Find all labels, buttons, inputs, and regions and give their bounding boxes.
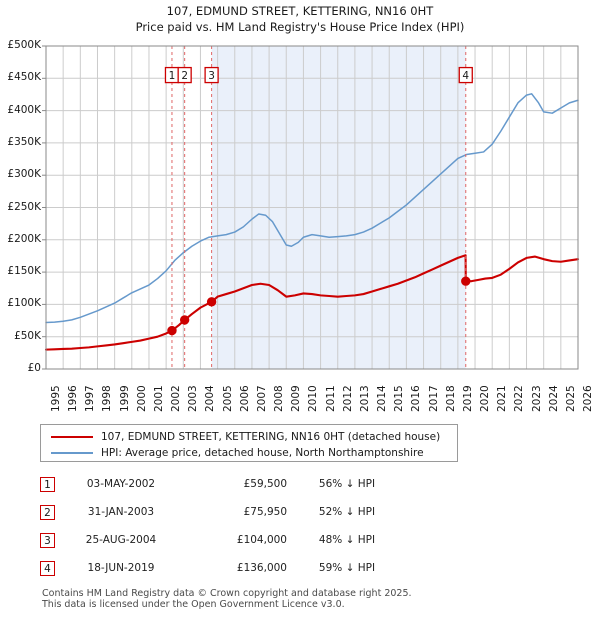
x-axis-label-2021: 2021: [496, 385, 509, 412]
txn-price-4: £136,000: [236, 562, 287, 574]
txn-badge-2: 2: [40, 504, 55, 520]
x-axis-label-2010: 2010: [307, 385, 320, 412]
y-axis-label-5: £250K: [7, 200, 41, 213]
txn-price-3: £104,000: [236, 534, 287, 546]
txn-date-4: 18-JUN-2019: [87, 562, 155, 574]
txn-price-2: £75,950: [243, 506, 287, 518]
marker-badge-label-1: 1: [169, 70, 176, 82]
transaction-point-1[interactable]: [167, 325, 177, 336]
x-axis-label-2005: 2005: [221, 385, 234, 412]
chart-legend: 107, EDMUND STREET, KETTERING, NN16 0HT …: [40, 424, 458, 462]
footer-attribution: Contains HM Land Registry data © Crown c…: [42, 588, 562, 610]
transaction-point-3[interactable]: [206, 297, 217, 307]
legend-swatch-hpi: [51, 451, 93, 454]
title-line-subtitle: Price paid vs. HM Land Registry's House …: [135, 20, 465, 34]
x-axis-label-2017: 2017: [427, 385, 440, 412]
y-axis-label-3: £150K: [7, 265, 41, 278]
marker-badge-2[interactable]: [177, 66, 192, 84]
y-axis-label-10: £500K: [7, 39, 41, 51]
x-axis-label-2022: 2022: [513, 385, 526, 412]
x-axis-label-2006: 2006: [238, 385, 251, 412]
x-axis-label-1998: 1998: [101, 385, 114, 412]
y-axis-label-7: £350K: [7, 135, 41, 148]
y-axis-label-2: £100K: [7, 297, 41, 310]
marker-badge-label-4: 4: [462, 70, 469, 82]
marker-badge-4[interactable]: [458, 66, 473, 84]
x-axis-label-2012: 2012: [341, 385, 354, 412]
table-row: 3 25-AUG-2004 £104,000 48% ↓ HPI: [40, 526, 460, 554]
txn-delta-4: 59% ↓ HPI: [318, 562, 376, 574]
page-title: 107, EDMUND STREET, KETTERING, NN16 0HT …: [0, 3, 600, 35]
x-axis-label-2014: 2014: [376, 385, 389, 412]
x-axis-label-2009: 2009: [290, 385, 303, 412]
x-axis-label-2002: 2002: [170, 385, 183, 412]
x-axis-label-2018: 2018: [444, 385, 457, 412]
x-axis-label-2001: 2001: [152, 385, 165, 412]
legend-item-property: 107, EDMUND STREET, KETTERING, NN16 0HT …: [47, 429, 451, 444]
x-axis-label-2024: 2024: [547, 385, 560, 412]
transactions-table: 1 03-MAY-2002 £59,500 56% ↓ HPI 2 31-JAN…: [40, 470, 460, 582]
x-axis-label-1997: 1997: [84, 385, 97, 412]
txn-delta-3: 48% ↓ HPI: [318, 534, 376, 546]
y-axis-label-8: £400K: [7, 103, 41, 116]
txn-date-2: 31-JAN-2003: [87, 506, 155, 518]
table-row: 4 18-JUN-2019 £136,000 59% ↓ HPI: [40, 554, 460, 582]
transaction-point-4[interactable]: [461, 276, 471, 286]
y-axis-label-1: £50K: [14, 329, 41, 342]
x-axis-label-2026: 2026: [582, 385, 594, 412]
x-axis-label-2007: 2007: [255, 385, 268, 412]
x-axis-label-2019: 2019: [461, 385, 474, 412]
txn-badge-3: 3: [40, 532, 55, 548]
x-axis-label-1999: 1999: [118, 385, 131, 412]
x-axis-label-2025: 2025: [564, 385, 577, 412]
legend-item-hpi: HPI: Average price, detached house, Nort…: [47, 445, 451, 460]
txn-date-3: 25-AUG-2004: [85, 534, 157, 546]
txn-delta-2: 52% ↓ HPI: [318, 506, 376, 518]
marker-badge-3[interactable]: [204, 66, 219, 84]
marker-badge-label-3: 3: [208, 70, 215, 82]
marker-badge-label-2: 2: [181, 70, 188, 82]
y-axis-label-6: £300K: [7, 168, 41, 181]
transaction-point-2[interactable]: [179, 315, 190, 325]
x-axis-label-2008: 2008: [273, 385, 286, 412]
txn-badge-1: 1: [40, 476, 55, 492]
legend-label-hpi: HPI: Average price, detached house, Nort…: [101, 446, 424, 459]
x-axis-label-2023: 2023: [530, 385, 543, 412]
footer-line-2: This data is licensed under the Open Gov…: [42, 599, 345, 610]
x-axis-label-2003: 2003: [187, 385, 200, 412]
footer-line-1: Contains HM Land Registry data © Crown c…: [42, 588, 412, 599]
x-axis-label-1996: 1996: [67, 385, 80, 412]
plot-frame: [45, 45, 579, 370]
table-row: 1 03-MAY-2002 £59,500 56% ↓ HPI: [40, 470, 460, 498]
series-line-property: [44, 254, 580, 351]
y-axis-label-4: £200K: [7, 232, 41, 245]
x-axis-label-2004: 2004: [204, 385, 217, 412]
y-axis-label-0: £0: [27, 362, 41, 374]
x-axis-label-2020: 2020: [479, 385, 492, 412]
x-axis-label-2016: 2016: [410, 385, 423, 412]
x-axis-tick-labels: 1995 1996 1997 1998 1999 2000 2001 2002 2003 2004…: [0, 372, 600, 418]
y-axis-label-9: £450K: [7, 71, 41, 84]
x-axis-label-2013: 2013: [358, 385, 371, 412]
txn-delta-1: 56% ↓ HPI: [318, 478, 376, 490]
x-axis-label-2011: 2011: [324, 385, 337, 412]
x-axis-label-2015: 2015: [393, 385, 406, 412]
x-axis-label-1995: 1995: [50, 385, 62, 412]
legend-label-property: 107, EDMUND STREET, KETTERING, NN16 0HT …: [101, 430, 441, 443]
txn-price-1: £59,500: [243, 478, 287, 490]
title-line-address: 107, EDMUND STREET, KETTERING, NN16 0HT: [166, 4, 434, 18]
txn-badge-4: 4: [40, 560, 55, 576]
series-line-hpi: [45, 93, 579, 324]
legend-swatch-property: [51, 435, 93, 438]
txn-date-1: 03-MAY-2002: [86, 478, 156, 490]
x-axis-label-2000: 2000: [135, 385, 148, 412]
table-row: 2 31-JAN-2003 £75,950 52% ↓ HPI: [40, 498, 460, 526]
